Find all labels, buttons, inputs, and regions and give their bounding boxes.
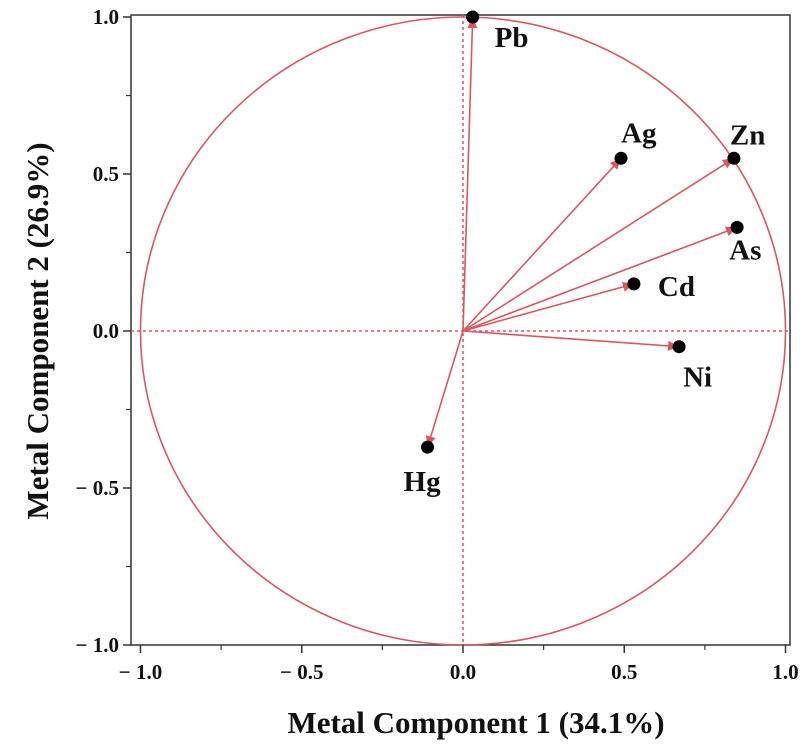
point-label-hg: Hg [404,466,442,498]
point-hg [421,440,435,454]
loading-vector-hg [426,330,464,448]
y-tick-label: − 1.0 [76,633,119,657]
loading-vector-cd [462,283,635,332]
y-tick-label: 1.0 [93,5,119,29]
point-label-as: As [729,234,761,266]
loading-vector-ni [462,330,680,348]
point-zn [727,151,741,165]
loading-vector-pb [462,16,474,332]
point-ag [614,151,628,165]
x-tick-label: 0.5 [611,660,637,684]
point-label-pb: Pb [495,22,529,54]
y-tick-label: 0.5 [93,162,119,186]
point-cd [627,277,641,291]
y-axis-title: Metal Component 2 (26.9%) [20,142,55,519]
x-axis-title: Metal Component 1 (34.1%) [287,705,664,740]
point-as [730,220,744,234]
point-label-ag: Ag [621,117,657,149]
x-tick-label: 0.0 [450,660,476,684]
loading-vector-ag [462,157,622,332]
point-ni [672,340,686,354]
point-pb [466,10,480,24]
point-label-zn: Zn [730,119,765,151]
loading-vector-zn [462,157,735,332]
x-tick-label: − 1.0 [119,660,162,684]
y-tick-label: − 0.5 [76,476,119,500]
point-label-cd: Cd [658,271,695,303]
x-tick-label: − 0.5 [280,660,323,684]
x-tick-label: 1.0 [772,660,798,684]
y-tick-label: 0.0 [93,319,119,343]
loading-vector-as [462,226,738,332]
point-label-ni: Ni [683,362,712,394]
